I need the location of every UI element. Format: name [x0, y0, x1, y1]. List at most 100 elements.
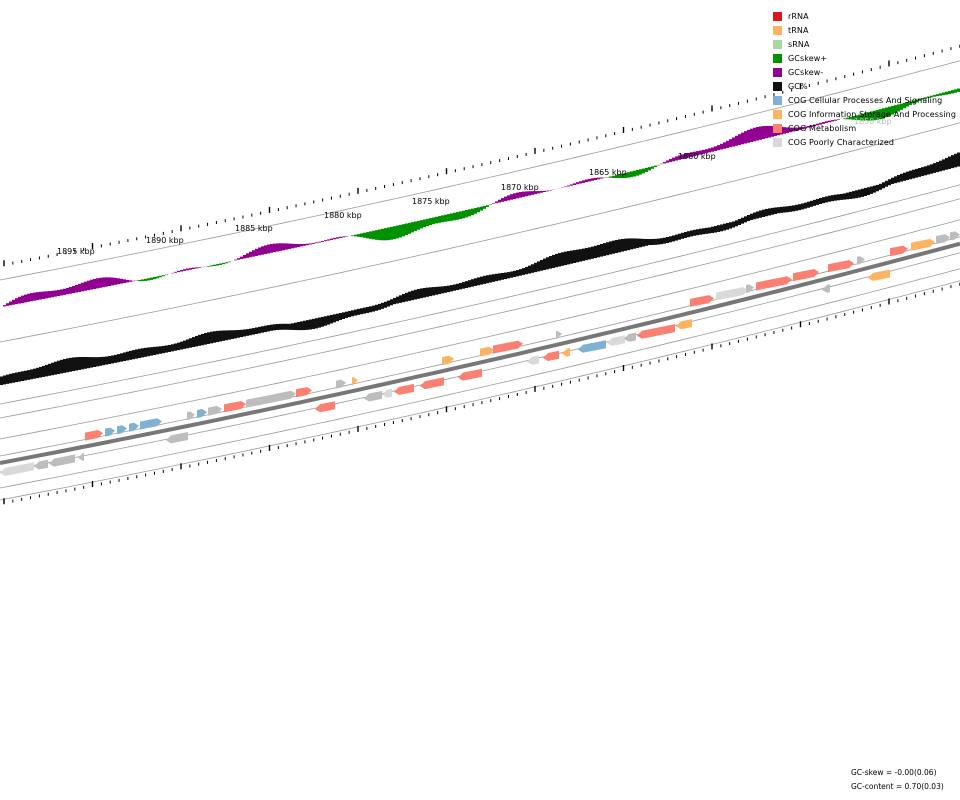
gc-percent-bar — [957, 152, 960, 167]
gc-skew-bar — [405, 223, 408, 236]
gc-skew-bar — [636, 169, 639, 176]
gc-percent-bar — [117, 354, 120, 363]
gc-skew-bar — [15, 298, 18, 305]
gc-skew-bar — [684, 153, 687, 159]
gc-skew-bar — [267, 244, 270, 254]
gene-arrow — [117, 425, 127, 435]
gc-skew-bar — [462, 210, 465, 219]
gc-skew-bar — [573, 183, 576, 185]
gc-percent-bar — [807, 201, 810, 208]
gc-percent-bar — [444, 286, 447, 293]
gc-skew-bar — [477, 207, 480, 213]
gc-percent-bar — [486, 275, 489, 284]
gc-skew-bar — [726, 140, 729, 148]
gc-percent-bar — [105, 356, 108, 365]
gc-percent-bar — [300, 321, 303, 331]
gc-skew-bar — [534, 191, 537, 195]
gc-percent-bar — [144, 347, 147, 357]
gc-skew-bar — [630, 171, 633, 178]
gc-percent-bar — [573, 250, 576, 263]
gc-percent-bar — [657, 238, 660, 245]
gc-percent-bar — [666, 237, 669, 244]
gc-percent-bar — [501, 272, 504, 280]
gc-percent-bar — [468, 280, 471, 288]
gc-skew-bar — [816, 123, 819, 126]
gc-percent-bar — [195, 335, 198, 347]
track-ring — [0, 268, 960, 489]
gc-skew-bar — [654, 165, 657, 168]
gc-percent-bar — [39, 366, 42, 378]
gc-skew-bar — [699, 150, 702, 155]
gc-percent-bar — [564, 251, 567, 266]
gene-arrow — [140, 418, 162, 430]
gc-skew-bar — [276, 243, 279, 252]
gene-arrow — [857, 256, 865, 265]
gc-skew-bar — [438, 216, 441, 223]
gc-skew-bar — [372, 230, 375, 240]
gc-skew-bar — [87, 280, 90, 291]
gc-percent-bar — [462, 282, 465, 289]
legend-item-srna: sRNA — [773, 37, 956, 51]
gc-percent-bar — [870, 186, 873, 194]
gc-skew-bar — [804, 126, 807, 129]
gc-skew-bar — [873, 110, 876, 121]
gc-percent-bar — [555, 253, 558, 268]
gc-percent-bar — [123, 352, 126, 362]
gc-percent-bar — [237, 330, 240, 338]
gc-percent-bar — [558, 253, 561, 267]
gc-skew-bar — [387, 227, 390, 241]
gc-percent-bar — [825, 196, 828, 203]
gc-skew-bar — [144, 278, 147, 281]
gc-percent-bar — [570, 250, 573, 264]
gc-percent-bar — [567, 251, 570, 265]
gc-skew-bar — [474, 207, 477, 214]
gc-percent-bar — [429, 287, 432, 297]
gc-skew-bar — [150, 277, 153, 280]
gc-skew-bar — [114, 277, 117, 285]
gc-skew-bar — [24, 294, 27, 303]
gc-percent-bar — [408, 291, 411, 301]
gc-percent-bar — [213, 331, 216, 343]
gc-skew-bar — [765, 125, 768, 139]
gc-percent-bar — [720, 224, 723, 232]
gc-skew-bar — [513, 193, 516, 200]
gc-skew-bar — [615, 175, 618, 179]
gc-skew-bar — [480, 206, 483, 211]
gc-skew-bar — [633, 170, 636, 177]
gc-skew-stat: GC-skew = -0.00(0.06) — [851, 768, 937, 777]
gc-percent-bar — [864, 187, 867, 197]
gc-skew-bar — [336, 237, 339, 239]
track-ring — [0, 184, 960, 405]
gc-percent-bar — [312, 318, 315, 330]
gc-percent-bar — [63, 359, 66, 373]
gc-skew-bar — [567, 185, 570, 187]
gc-percent-bar — [549, 256, 552, 269]
gc-skew-bar — [369, 231, 372, 239]
gc-percent-bar — [747, 215, 750, 222]
gc-percent-bar — [453, 284, 456, 291]
gc-percent-bar — [393, 297, 396, 305]
gc-percent-bar — [219, 330, 222, 342]
gc-percent-bar — [72, 357, 75, 372]
gc-percent-bar — [258, 326, 261, 334]
gc-percent-bar — [759, 210, 762, 218]
gc-percent-bar — [723, 223, 726, 231]
gc-skew-bar — [60, 289, 63, 296]
gc-percent-bar — [159, 346, 162, 354]
gc-skew-bar — [423, 219, 426, 228]
gc-percent-bar — [765, 208, 768, 217]
gc-percent-bar — [381, 302, 384, 309]
gc-percent-bar — [612, 240, 615, 254]
gene-arrow — [607, 335, 625, 346]
gc-percent-bar — [342, 312, 345, 319]
gc-percent-bar — [81, 356, 84, 370]
gc-percent-bar — [651, 238, 654, 245]
gene-arrow — [637, 324, 675, 339]
gc-skew-bar — [501, 198, 504, 202]
scale-label-1875: 1875 kbp — [412, 197, 450, 206]
gc-percent-bar — [114, 354, 117, 363]
gene-arrow — [543, 350, 559, 361]
gc-percent-bar — [360, 308, 363, 315]
gc-percent-bar — [642, 238, 645, 247]
gc-skew-bar — [237, 258, 240, 260]
